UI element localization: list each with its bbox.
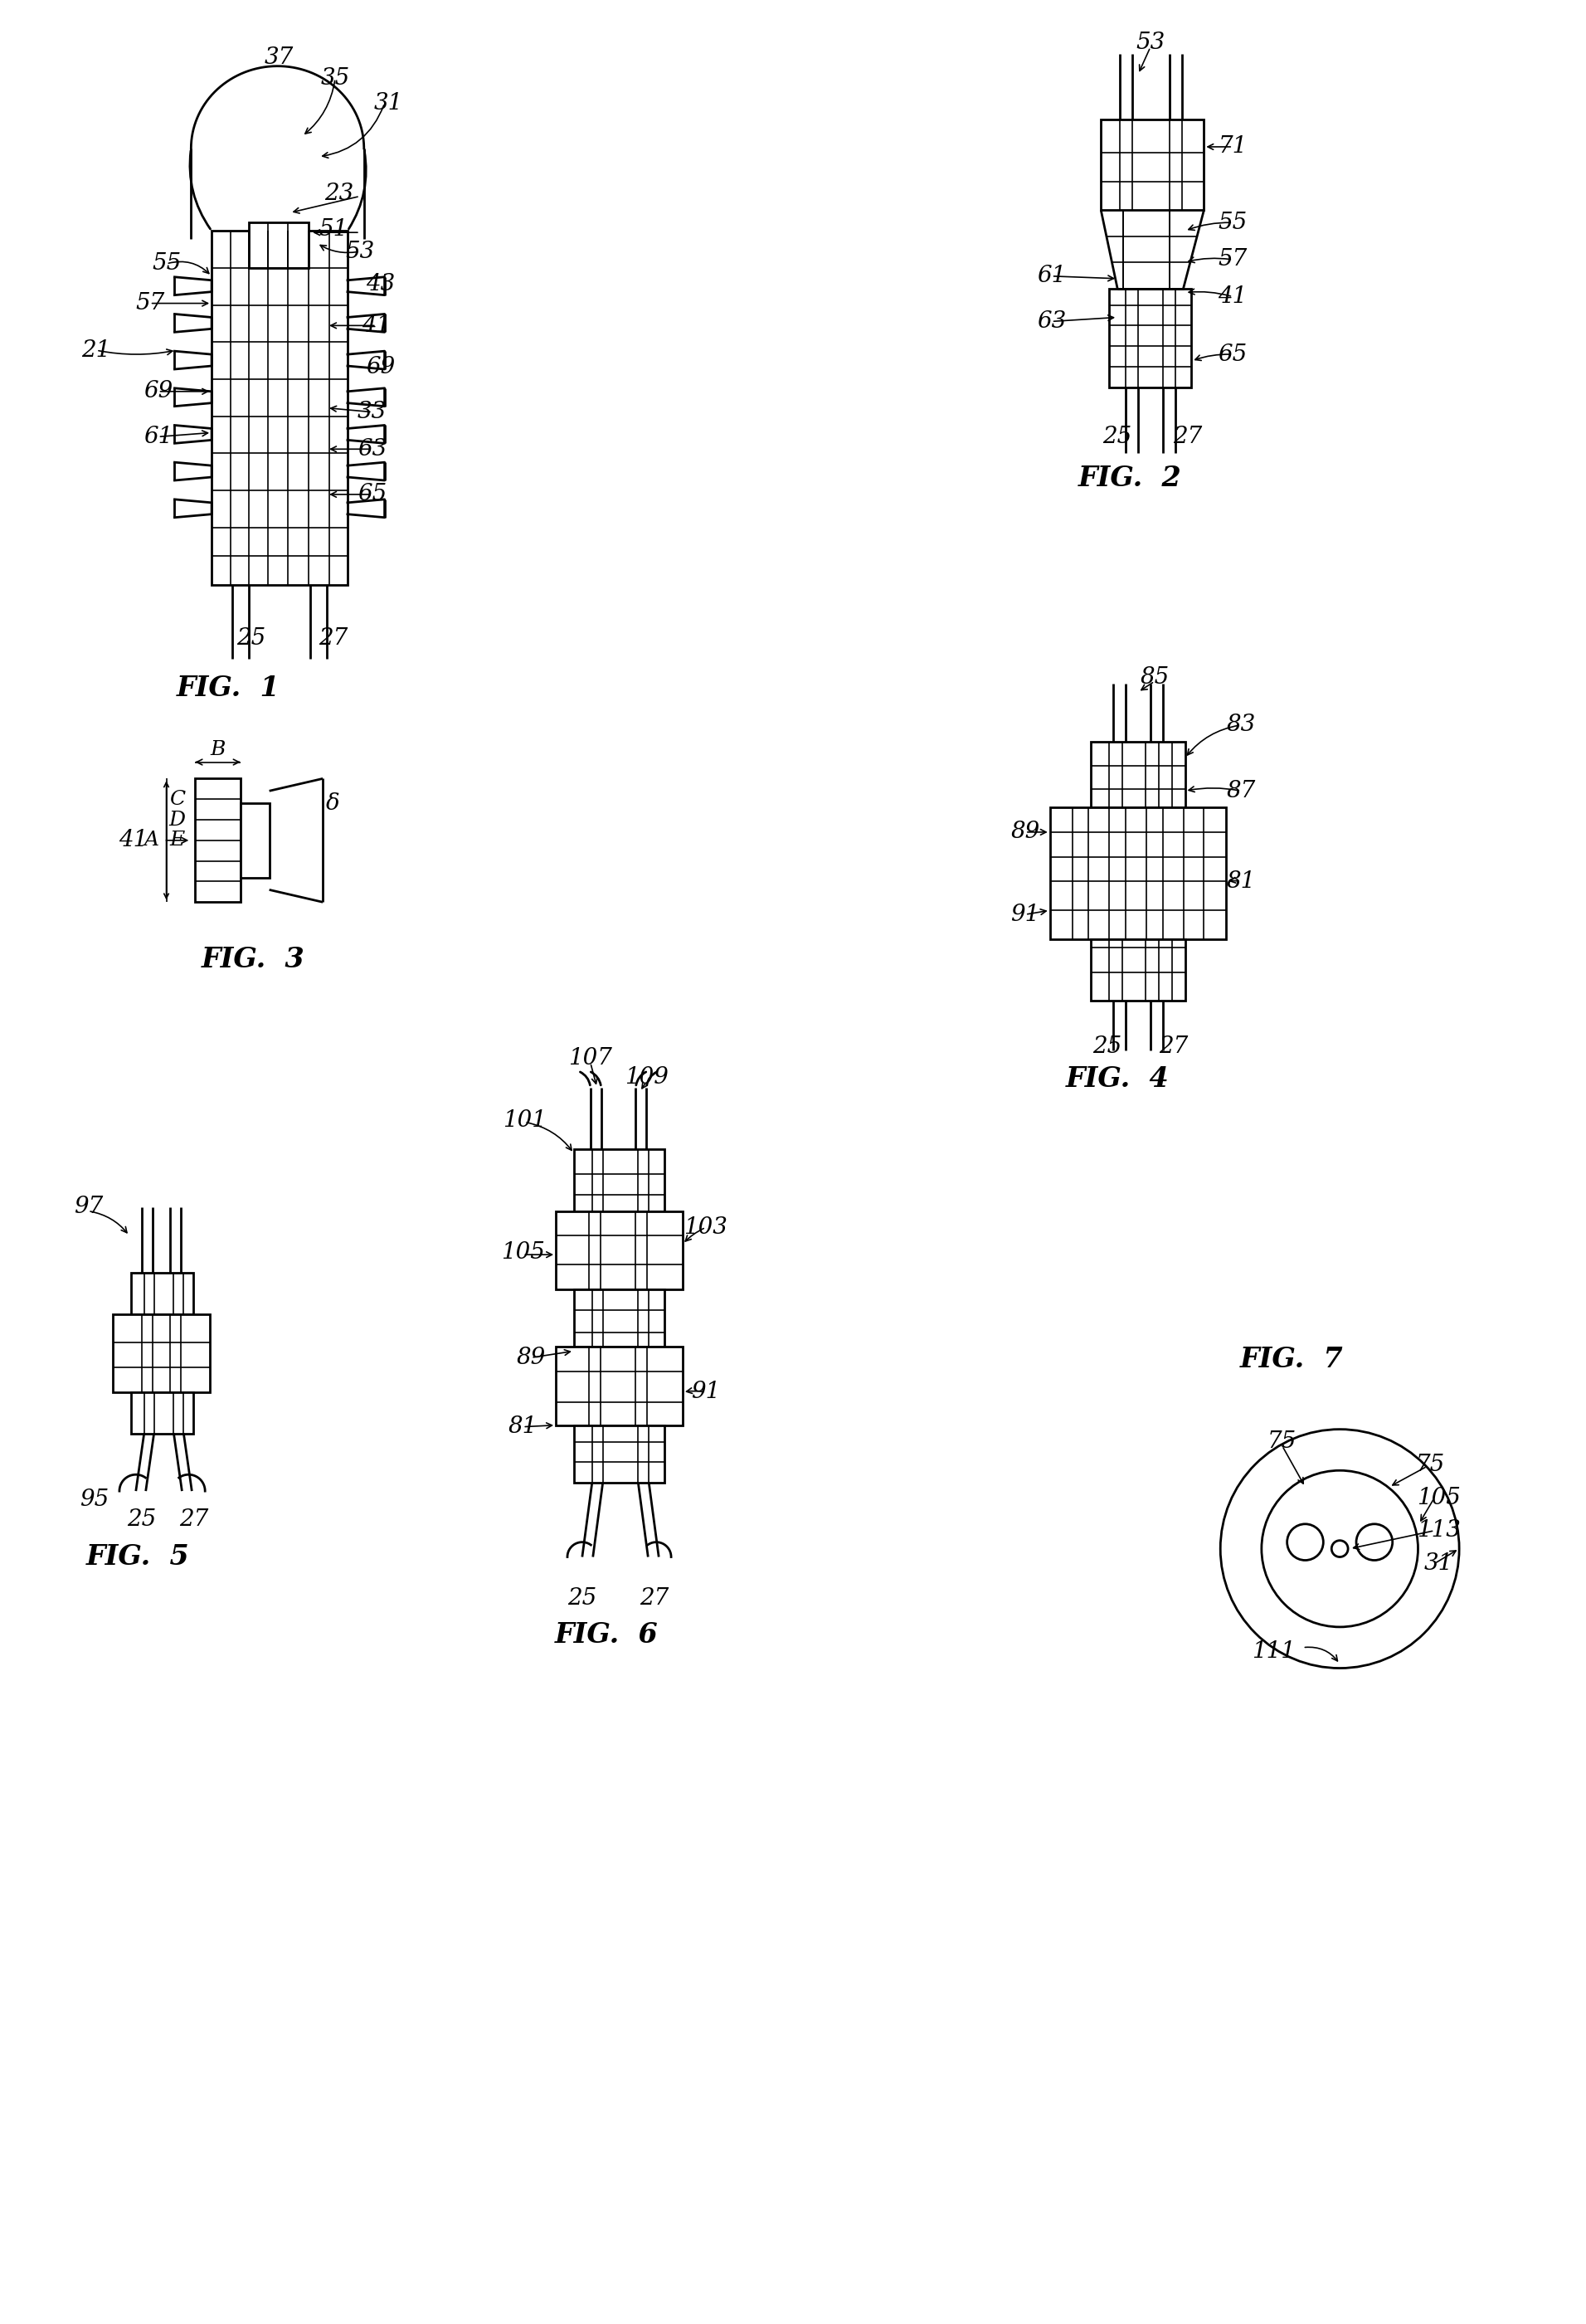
Text: 109: 109: [625, 1067, 668, 1088]
Text: 105: 105: [1416, 1487, 1461, 1508]
Text: 105: 105: [501, 1241, 546, 1264]
Text: 75: 75: [1267, 1432, 1297, 1452]
Text: 23: 23: [325, 184, 354, 205]
Text: 61: 61: [143, 425, 173, 449]
Text: 35: 35: [320, 67, 351, 91]
Text: 65: 65: [1218, 344, 1247, 365]
Text: 71: 71: [1218, 135, 1247, 158]
Text: FIG.  4: FIG. 4: [1066, 1064, 1169, 1092]
Text: 69: 69: [143, 381, 173, 402]
Text: 37: 37: [265, 46, 293, 70]
Bar: [1091, 741, 1185, 806]
Text: 31: 31: [374, 93, 403, 114]
Bar: [574, 1150, 665, 1211]
Text: 27: 27: [1159, 1034, 1188, 1057]
Text: 57: 57: [1218, 249, 1247, 272]
Text: 81: 81: [1226, 869, 1256, 892]
Text: FIG.  1: FIG. 1: [176, 674, 279, 702]
Text: 65: 65: [357, 483, 387, 507]
Text: 21: 21: [82, 339, 111, 363]
Text: FIG.  5: FIG. 5: [86, 1543, 189, 1571]
Text: 103: 103: [684, 1215, 728, 1239]
Text: 25: 25: [568, 1587, 596, 1608]
Text: 61: 61: [1037, 265, 1066, 288]
Text: 97: 97: [73, 1195, 103, 1218]
Text: 25: 25: [236, 627, 266, 651]
Bar: [1101, 119, 1204, 209]
Circle shape: [1332, 1541, 1348, 1557]
Bar: [574, 1425, 665, 1483]
Text: 53: 53: [1136, 33, 1166, 53]
Text: 25: 25: [1093, 1034, 1123, 1057]
Text: 27: 27: [641, 1587, 669, 1608]
Text: 25: 25: [1102, 425, 1132, 449]
Text: 25: 25: [127, 1508, 157, 1532]
Text: 55: 55: [152, 253, 181, 274]
Text: FIG.  7: FIG. 7: [1240, 1346, 1343, 1373]
Text: B: B: [209, 741, 225, 760]
Text: FIG.  6: FIG. 6: [555, 1622, 658, 1650]
Text: 63: 63: [1037, 309, 1066, 332]
Text: D: D: [168, 811, 186, 830]
Bar: [132, 1274, 193, 1313]
Bar: [249, 223, 309, 267]
Text: 87: 87: [1226, 781, 1256, 802]
Text: 33: 33: [357, 400, 387, 423]
Text: 41: 41: [119, 830, 147, 851]
Text: 27: 27: [319, 627, 347, 651]
Text: 89: 89: [1010, 820, 1040, 844]
Bar: [1109, 288, 1191, 388]
Bar: [132, 1392, 193, 1434]
Bar: [555, 1348, 682, 1425]
Text: 41: 41: [1218, 286, 1247, 307]
Text: 27: 27: [1172, 425, 1202, 449]
Text: 53: 53: [346, 239, 374, 263]
Text: 81: 81: [508, 1415, 538, 1439]
Text: FIG.  2: FIG. 2: [1078, 465, 1182, 493]
Text: 69: 69: [366, 356, 395, 379]
Bar: [113, 1313, 209, 1392]
Text: 51: 51: [319, 218, 347, 239]
Bar: [211, 230, 347, 586]
Text: 91: 91: [691, 1380, 720, 1404]
Text: 27: 27: [179, 1508, 208, 1532]
Bar: [195, 779, 241, 902]
Text: 91: 91: [1010, 904, 1040, 925]
Text: 31: 31: [1424, 1552, 1453, 1576]
Text: A: A: [144, 830, 159, 851]
Text: E: E: [170, 830, 184, 851]
Bar: [1050, 806, 1226, 939]
Circle shape: [1356, 1525, 1393, 1559]
Text: 85: 85: [1140, 667, 1169, 688]
Text: 43: 43: [366, 274, 395, 295]
Text: 107: 107: [568, 1048, 612, 1069]
Text: 57: 57: [135, 293, 165, 314]
Text: C: C: [170, 790, 186, 809]
Circle shape: [1288, 1525, 1323, 1559]
Text: 75: 75: [1416, 1452, 1445, 1476]
Text: 95: 95: [79, 1487, 109, 1511]
Text: 89: 89: [517, 1346, 546, 1369]
Text: 83: 83: [1226, 713, 1256, 737]
Text: 55: 55: [1218, 211, 1247, 235]
Bar: [555, 1211, 682, 1290]
Text: 111: 111: [1251, 1641, 1296, 1664]
Bar: [241, 804, 270, 878]
Text: FIG.  3: FIG. 3: [201, 946, 305, 974]
Text: 101: 101: [503, 1109, 547, 1132]
Text: 63: 63: [357, 437, 387, 460]
Bar: [1091, 939, 1185, 1002]
Text: 41: 41: [362, 314, 390, 337]
Text: δ: δ: [325, 792, 339, 813]
Text: 113: 113: [1416, 1520, 1461, 1541]
Bar: [574, 1290, 665, 1348]
